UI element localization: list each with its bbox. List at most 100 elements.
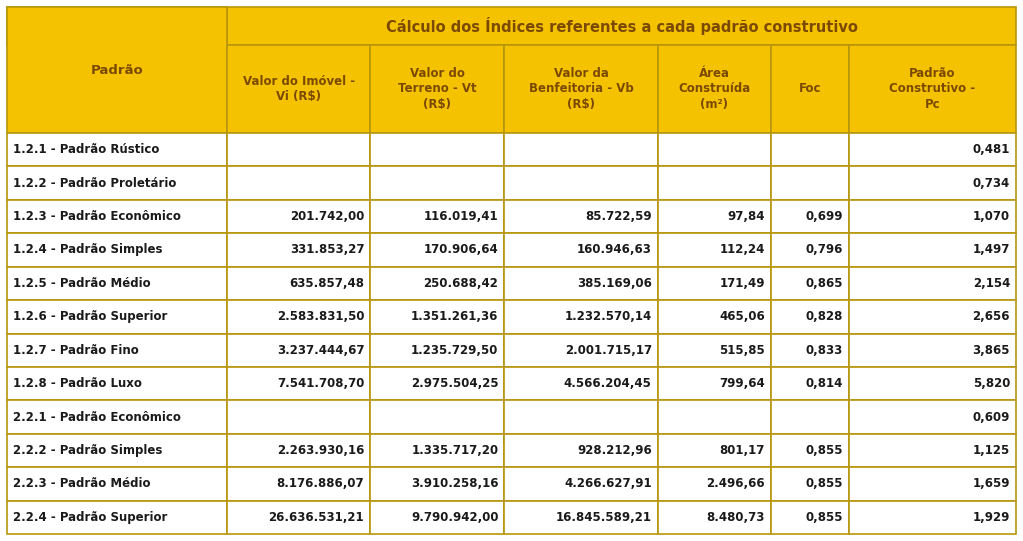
Bar bbox=[770, 200, 848, 233]
Text: 7.541.708,70: 7.541.708,70 bbox=[277, 377, 364, 390]
Bar bbox=[848, 434, 1016, 467]
Bar bbox=[370, 500, 504, 534]
Text: 85.722,59: 85.722,59 bbox=[585, 210, 652, 223]
Bar bbox=[7, 7, 227, 133]
Text: 0,855: 0,855 bbox=[805, 511, 843, 524]
Bar bbox=[848, 133, 1016, 167]
Text: 3.910.258,16: 3.910.258,16 bbox=[411, 477, 498, 490]
Bar bbox=[658, 267, 770, 300]
Bar bbox=[848, 167, 1016, 200]
Bar bbox=[848, 333, 1016, 367]
Text: 8.480,73: 8.480,73 bbox=[707, 511, 765, 524]
Bar bbox=[770, 367, 848, 400]
Text: 1.351.261,36: 1.351.261,36 bbox=[411, 311, 498, 324]
Bar bbox=[227, 434, 370, 467]
Text: 2.2.2 - Padrão Simples: 2.2.2 - Padrão Simples bbox=[13, 444, 163, 457]
Text: 385.169,06: 385.169,06 bbox=[577, 277, 652, 290]
Bar bbox=[227, 300, 370, 333]
Bar bbox=[658, 200, 770, 233]
Text: 1.2.1 - Padrão Rústico: 1.2.1 - Padrão Rústico bbox=[13, 143, 160, 156]
Bar bbox=[504, 400, 658, 434]
Text: 160.946,63: 160.946,63 bbox=[577, 243, 652, 256]
Bar bbox=[370, 467, 504, 500]
Bar bbox=[770, 133, 848, 167]
Text: 2.583.831,50: 2.583.831,50 bbox=[277, 311, 364, 324]
Bar bbox=[658, 434, 770, 467]
Text: 515,85: 515,85 bbox=[719, 344, 765, 357]
Text: Valor da
Benfeitoria - Vb
(R$): Valor da Benfeitoria - Vb (R$) bbox=[529, 67, 633, 111]
Text: 171,49: 171,49 bbox=[719, 277, 765, 290]
Text: 4.266.627,91: 4.266.627,91 bbox=[564, 477, 652, 490]
Text: 9.790.942,00: 9.790.942,00 bbox=[411, 511, 498, 524]
Bar bbox=[770, 167, 848, 200]
Bar bbox=[770, 267, 848, 300]
Text: 1.2.6 - Padrão Superior: 1.2.6 - Padrão Superior bbox=[13, 311, 168, 324]
Bar bbox=[848, 400, 1016, 434]
Bar bbox=[227, 7, 1016, 45]
Bar bbox=[7, 267, 227, 300]
Text: 26.636.531,21: 26.636.531,21 bbox=[269, 511, 364, 524]
Bar bbox=[227, 367, 370, 400]
Bar bbox=[504, 467, 658, 500]
Bar bbox=[370, 133, 504, 167]
Text: 465,06: 465,06 bbox=[719, 311, 765, 324]
Bar bbox=[848, 300, 1016, 333]
Bar bbox=[504, 500, 658, 534]
Text: 8.176.886,07: 8.176.886,07 bbox=[276, 477, 364, 490]
Text: 801,17: 801,17 bbox=[719, 444, 765, 457]
Bar bbox=[7, 133, 227, 167]
Bar bbox=[7, 467, 227, 500]
Bar bbox=[658, 367, 770, 400]
Bar bbox=[370, 367, 504, 400]
Bar bbox=[7, 200, 227, 233]
Bar bbox=[7, 333, 227, 367]
Text: 0,699: 0,699 bbox=[805, 210, 843, 223]
Bar bbox=[658, 500, 770, 534]
Bar bbox=[7, 7, 227, 45]
Text: 97,84: 97,84 bbox=[727, 210, 765, 223]
Bar bbox=[370, 300, 504, 333]
Bar bbox=[370, 267, 504, 300]
Text: 112,24: 112,24 bbox=[719, 243, 765, 256]
Bar bbox=[504, 367, 658, 400]
Bar bbox=[770, 233, 848, 267]
Text: 2.975.504,25: 2.975.504,25 bbox=[411, 377, 498, 390]
Text: 5,820: 5,820 bbox=[973, 377, 1010, 390]
Bar bbox=[370, 434, 504, 467]
Text: 1.2.2 - Padrão Proletário: 1.2.2 - Padrão Proletário bbox=[13, 176, 176, 190]
Text: 1,070: 1,070 bbox=[973, 210, 1010, 223]
Text: 2.001.715,17: 2.001.715,17 bbox=[565, 344, 652, 357]
Text: 1.2.3 - Padrão Econômico: 1.2.3 - Padrão Econômico bbox=[13, 210, 181, 223]
Bar bbox=[7, 400, 227, 434]
Text: 16.845.589,21: 16.845.589,21 bbox=[555, 511, 652, 524]
Text: Valor do
Terreno - Vt
(R$): Valor do Terreno - Vt (R$) bbox=[398, 67, 477, 111]
Bar bbox=[848, 500, 1016, 534]
Bar bbox=[770, 45, 848, 133]
Text: 0,734: 0,734 bbox=[973, 176, 1010, 190]
Bar bbox=[227, 267, 370, 300]
Bar bbox=[770, 434, 848, 467]
Bar bbox=[504, 167, 658, 200]
Text: 2.2.1 - Padrão Econômico: 2.2.1 - Padrão Econômico bbox=[13, 411, 181, 424]
Text: 1.2.4 - Padrão Simples: 1.2.4 - Padrão Simples bbox=[13, 243, 163, 256]
Text: 1,659: 1,659 bbox=[973, 477, 1010, 490]
Bar bbox=[504, 434, 658, 467]
Text: Padrão: Padrão bbox=[91, 63, 143, 76]
Text: 1,497: 1,497 bbox=[973, 243, 1010, 256]
Bar bbox=[370, 400, 504, 434]
Text: Foc: Foc bbox=[798, 82, 820, 96]
Bar bbox=[658, 300, 770, 333]
Text: 1.2.8 - Padrão Luxo: 1.2.8 - Padrão Luxo bbox=[13, 377, 142, 390]
Bar bbox=[848, 467, 1016, 500]
Bar bbox=[770, 467, 848, 500]
Bar bbox=[848, 233, 1016, 267]
Text: 2,154: 2,154 bbox=[973, 277, 1010, 290]
Bar bbox=[370, 45, 504, 133]
Text: 0,855: 0,855 bbox=[805, 444, 843, 457]
Text: 635.857,48: 635.857,48 bbox=[290, 277, 364, 290]
Bar bbox=[504, 200, 658, 233]
Text: 0,814: 0,814 bbox=[805, 377, 843, 390]
Bar bbox=[504, 133, 658, 167]
Text: 2,656: 2,656 bbox=[973, 311, 1010, 324]
Text: Cálculo dos Índices referentes a cada padrão construtivo: Cálculo dos Índices referentes a cada pa… bbox=[386, 17, 857, 35]
